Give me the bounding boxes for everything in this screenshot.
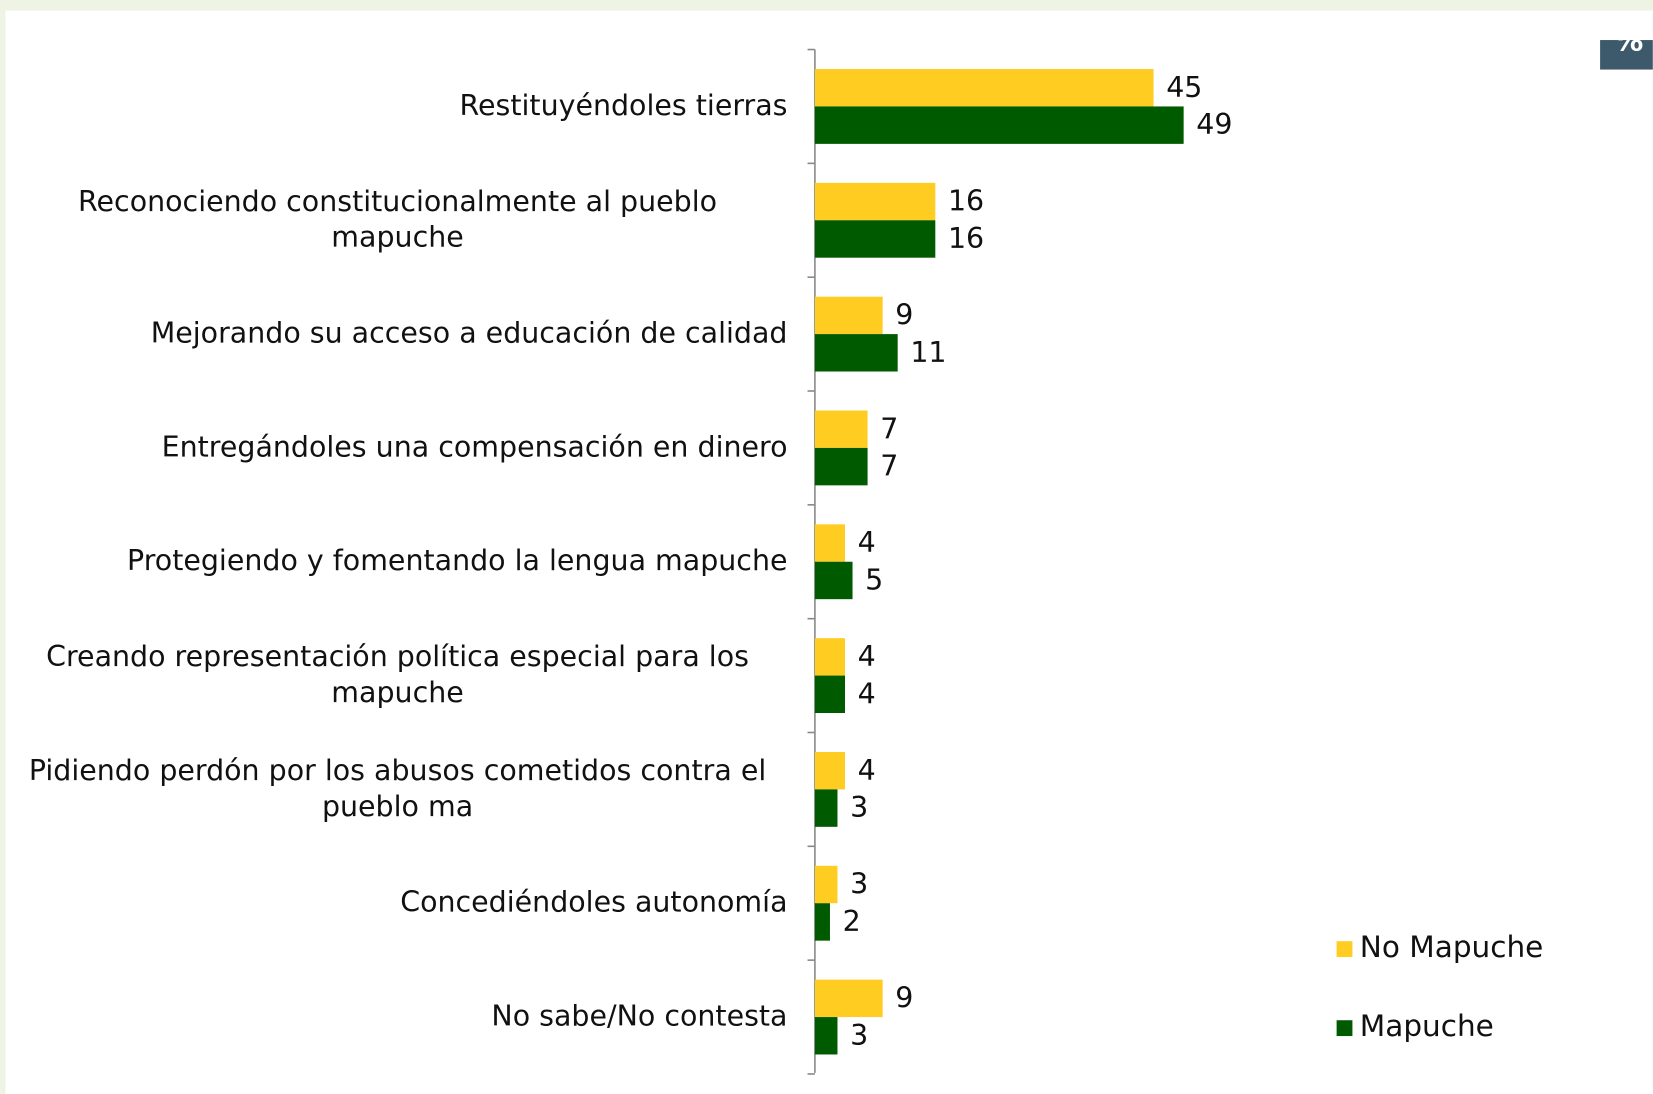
- legend-label: No Mapuche: [1360, 930, 1544, 964]
- value-label: 7: [880, 412, 898, 445]
- category-label: No sabe/No contesta: [491, 1000, 788, 1033]
- value-label: 9: [895, 298, 913, 331]
- bar: [814, 675, 846, 713]
- category-label-wrap: Entregándoles una compensación en dinero: [8, 391, 788, 505]
- value-label: 16: [948, 185, 984, 218]
- bar: [814, 638, 846, 676]
- bar: [814, 865, 838, 904]
- category-label: Creando representación política especial…: [46, 640, 749, 710]
- bar: [814, 561, 853, 600]
- value-label: 7: [880, 450, 898, 483]
- value-label: 4: [858, 677, 876, 710]
- value-label: 49: [1196, 108, 1232, 141]
- bar: [814, 789, 838, 827]
- category-label-wrap: Concediéndoles autonomía: [8, 846, 788, 960]
- value-label: 11: [910, 336, 946, 369]
- badge: [1600, 40, 1653, 70]
- category-label-box: Restituyéndoles tierras: [8, 50, 788, 164]
- bar: [814, 524, 846, 562]
- legend-swatch: [1336, 941, 1353, 957]
- bar: [814, 334, 898, 372]
- bar: [814, 979, 883, 1018]
- category-label: Mejorando su acceso a educación de calid…: [150, 317, 788, 350]
- category-label-box: Entregándoles una compensación en dinero: [8, 391, 788, 505]
- value-label: 2: [843, 905, 861, 938]
- category-label-wrap: Mejorando su acceso a educación de calid…: [8, 277, 788, 391]
- category-label-wrap: Creando representación política especial…: [8, 619, 788, 733]
- value-label: 9: [895, 981, 913, 1014]
- category-label: Concediéndoles autonomía: [400, 886, 788, 920]
- category-label-box: Creando representación política especial…: [8, 619, 788, 733]
- category-label-wrap: Protegiendo y fomentando la lengua mapuc…: [8, 505, 788, 619]
- value-label: 16: [948, 222, 984, 255]
- value-label: 4: [858, 526, 876, 559]
- value-label: 3: [850, 868, 868, 901]
- category-label-box: Pidiendo perdón por los abusos cometidos…: [8, 732, 788, 846]
- bar: [814, 447, 868, 486]
- value-label: 5: [865, 564, 883, 597]
- category-label-wrap: No sabe/No contesta: [8, 960, 788, 1074]
- bar: [814, 106, 1184, 144]
- category-label-wrap: Reconociendo constitucionalmente al pueb…: [8, 163, 788, 277]
- unit-badge: %: [1614, 24, 1644, 58]
- category-label-box: Reconociendo constitucionalmente al pueb…: [8, 163, 788, 277]
- category-label-box: No sabe/No contesta: [8, 960, 788, 1074]
- bar: [814, 220, 936, 258]
- category-label-box: Mejorando su acceso a educación de calid…: [8, 277, 788, 391]
- category-label-wrap: Restituyéndoles tierras: [8, 50, 788, 164]
- value-label: 45: [1166, 71, 1202, 104]
- category-label: Reconociendo constitucionalmente al pueb…: [78, 185, 718, 255]
- bar: [814, 296, 883, 335]
- bar: [814, 410, 868, 448]
- value-label: 4: [858, 754, 876, 787]
- category-label-box: Protegiendo y fomentando la lengua mapuc…: [8, 505, 788, 619]
- bar: [814, 69, 1154, 107]
- bar: [814, 182, 936, 221]
- value-label: 4: [858, 640, 876, 673]
- category-label-wrap: Pidiendo perdón por los abusos cometidos…: [8, 732, 788, 846]
- category-label: Restituyéndoles tierras: [459, 89, 788, 123]
- value-label: 3: [850, 791, 868, 824]
- category-label: Entregándoles una compensación en dinero: [161, 431, 788, 464]
- bar: [814, 1017, 838, 1055]
- category-label: Protegiendo y fomentando la lengua mapuc…: [127, 544, 788, 578]
- value-label: 3: [850, 1019, 868, 1052]
- legend-swatch: [1336, 1020, 1353, 1037]
- bar: [814, 903, 830, 941]
- category-label: Pidiendo perdón por los abusos cometidos…: [28, 754, 767, 824]
- legend-label: Mapuche: [1360, 1009, 1494, 1043]
- bar: [814, 751, 846, 790]
- category-label-box: Concediéndoles autonomía: [8, 846, 788, 960]
